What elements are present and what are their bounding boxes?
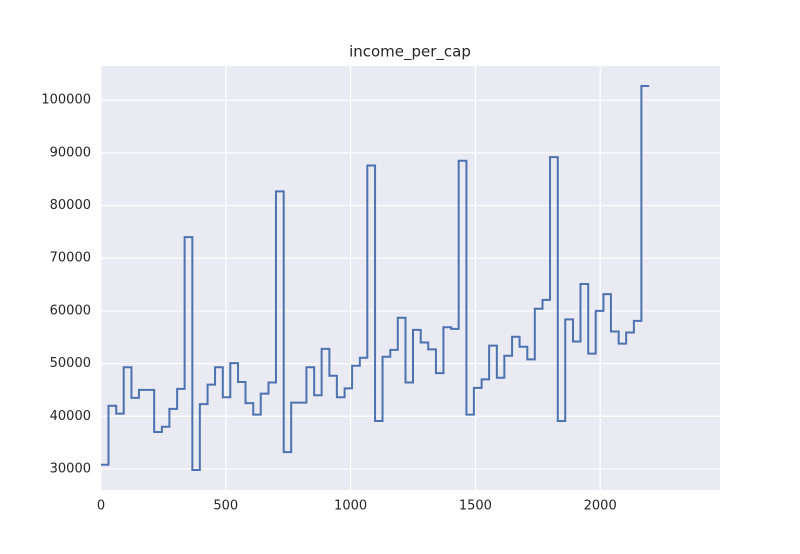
y-tick-label: 50000 — [50, 356, 91, 371]
x-tick-label: 2000 — [584, 499, 617, 514]
x-tick-label: 0 — [97, 499, 105, 514]
y-tick-label: 70000 — [50, 251, 91, 266]
x-tick-label: 1000 — [334, 499, 367, 514]
x-tick-label: 500 — [213, 499, 238, 514]
y-tick-label: 80000 — [50, 198, 91, 213]
y-tick-label: 40000 — [50, 409, 91, 424]
x-tick-label: 1500 — [459, 499, 492, 514]
chart-title: income_per_cap — [349, 43, 471, 62]
y-tick-label: 60000 — [50, 303, 91, 318]
y-tick-label: 100000 — [41, 93, 91, 108]
y-tick-label: 30000 — [50, 461, 91, 476]
y-tick-label: 90000 — [50, 145, 91, 160]
data-line — [101, 85, 650, 471]
plot-area — [101, 66, 720, 490]
